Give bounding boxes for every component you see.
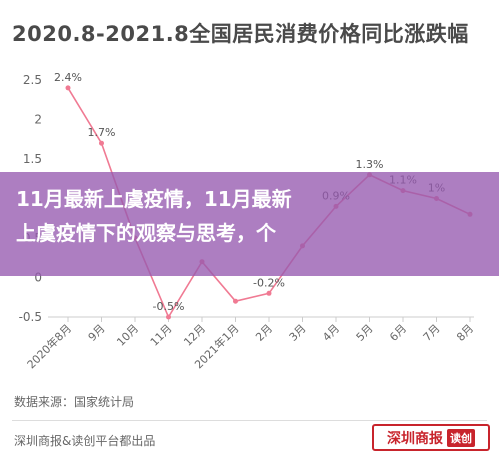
data-point <box>266 290 272 296</box>
x-tick-label: 10月 <box>114 322 141 349</box>
x-tick-label: 4月 <box>320 322 342 344</box>
x-tick-label: 7月 <box>421 322 443 344</box>
footer-credit: 深圳商报&读创平台都出品 <box>14 434 156 448</box>
data-point <box>65 85 71 91</box>
y-tick-label: 2 <box>34 113 42 127</box>
data-label: 1.3% <box>356 158 384 171</box>
x-tick-label: 5月 <box>354 322 376 344</box>
x-tick-label: 2020年8月 <box>24 321 74 371</box>
data-label: 2.4% <box>54 71 82 84</box>
data-label: 1.7% <box>88 126 116 139</box>
brand-logo-tag: 读创 <box>447 428 475 447</box>
x-tick-label: 3月 <box>287 322 309 344</box>
data-source-note: 数据来源：国家统计局 <box>14 395 135 409</box>
x-tick-label: 12月 <box>181 322 208 349</box>
brand-logo-text: 深圳商报 <box>387 430 443 447</box>
y-tick-label: -0.5 <box>19 310 42 324</box>
overlay-banner[interactable]: 11月最新上虞疫情，11月最新 上虞疫情下的观察与思考，个 <box>0 172 499 276</box>
data-label: -0.2% <box>253 276 285 289</box>
data-point <box>99 140 104 146</box>
overlay-line-2: 上虞疫情下的观察与思考，个 <box>16 221 276 245</box>
chart-title: 2020.8-2021.8全国居民消费价格同比涨跌幅 <box>12 22 469 46</box>
brand-logo: 深圳商报 读创 <box>372 424 490 451</box>
x-tick-label: 8月 <box>454 322 476 344</box>
y-tick-label: 0 <box>34 271 42 285</box>
overlay-line-1: 11月最新上虞疫情，11月最新 <box>16 187 292 211</box>
x-tick-label: 6月 <box>387 322 409 344</box>
footer-divider <box>12 420 487 421</box>
x-tick-label: 9月 <box>86 322 108 344</box>
x-tick-label: 11月 <box>148 322 175 349</box>
data-point <box>166 314 171 320</box>
y-tick-label: 1.5 <box>23 152 42 166</box>
data-point <box>233 298 238 304</box>
overlay-headline[interactable]: 11月最新上虞疫情，11月最新 上虞疫情下的观察与思考，个 <box>16 182 486 250</box>
y-tick-label: 2.5 <box>23 73 42 87</box>
data-label: -0.5% <box>153 300 185 313</box>
x-tick-label: 2月 <box>253 322 275 344</box>
